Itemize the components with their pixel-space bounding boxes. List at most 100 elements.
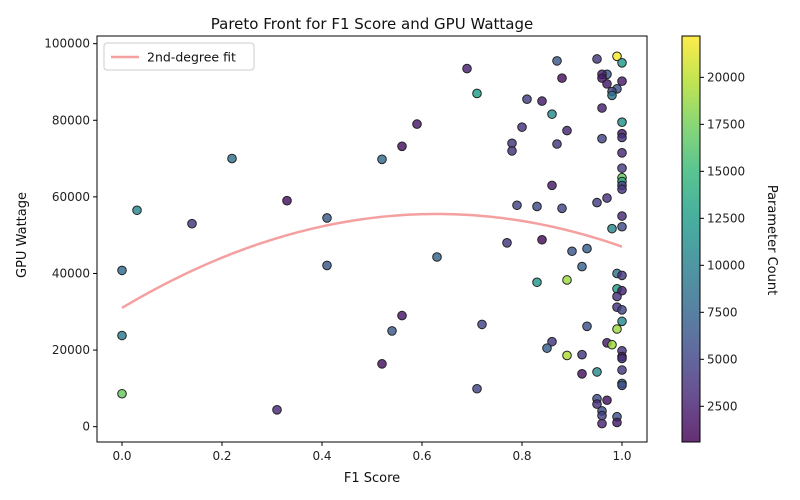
scatter-point [612,291,622,302]
colorbar-tick-label: 17500 [707,117,745,131]
y-tick-label: 60000 [52,190,90,204]
scatter-point [507,146,517,156]
legend: 2nd-degree fit [103,42,255,71]
scatter-point [377,359,387,369]
colorbar-tick-label: 2500 [707,399,738,413]
colorbar-tick-label: 10000 [707,258,745,272]
colorbar: 2500 5000 7500 10000 12500 15000 17500 20000 [681,35,745,443]
scatter-point [617,117,627,127]
scatter-point [612,51,622,62]
chart-title: Pareto Front for F1 Score and GPU Wattag… [211,15,533,33]
scatter-point [272,405,282,415]
scatter-point [547,109,557,119]
scatter-point [377,154,387,165]
scatter-point [617,163,627,173]
y-axis-label: GPU Wattage [15,192,30,278]
colorbar-gradient [681,35,701,443]
scatter-point [617,316,627,327]
scatter-point [617,270,627,281]
scatter-point [552,139,562,149]
scatter-point [582,243,592,254]
scatter-point [477,319,487,330]
scatter-point [397,141,407,152]
scatter-point [512,200,522,211]
plot-frame [96,35,648,443]
scatter-point [322,213,332,223]
colorbar-tick-label: 7500 [707,305,738,319]
scatter-point [617,353,627,364]
scatter-point [412,119,422,129]
scatter-point [602,395,612,406]
scatter-point [552,56,562,66]
scatter-point [617,380,627,391]
plot-area [96,35,648,443]
scatter-point [607,223,617,234]
scatter-point [542,343,552,353]
scatter-point [502,238,512,248]
colorbar-tick-label: 5000 [707,352,738,366]
x-axis: 0.0 0.2 0.4 0.6 0.8 1.0 [112,442,632,463]
legend-fit-label: 2nd-degree fit [147,50,236,65]
y-axis: 0 20000 40000 60000 80000 100000 [44,37,97,434]
scatter-point [557,203,567,214]
scatter-point [612,417,622,428]
x-tick-label: 0.2 [212,449,231,463]
scatter-point [432,252,442,262]
scatter-point [187,218,197,229]
scatter-point [562,350,572,361]
y-tick-label: 0 [82,420,90,434]
colorbar-tick-label: 20000 [707,70,745,84]
scatter-point [597,410,607,421]
scatter-point [617,58,627,68]
x-tick-label: 1.0 [612,449,631,463]
x-tick-label: 0.8 [512,449,531,463]
scatter-point [612,324,622,334]
scatter-point [117,265,127,276]
scatter-point [602,193,612,203]
scatter-point [532,277,542,288]
scatter-point [567,246,577,257]
scatter-point [387,326,397,336]
scatter-point [577,261,587,272]
scatter-point [547,180,557,191]
scatter-point [597,133,607,144]
scatter-point [532,201,542,212]
y-tick-label: 100000 [44,37,90,51]
scatter-point [132,205,142,216]
scatter-point [562,125,572,136]
scatter-point [322,260,332,271]
scatter-point [602,79,612,89]
y-tick-label: 80000 [52,113,90,127]
y-tick-label: 40000 [52,266,90,280]
scatter-point [577,349,587,360]
scatter-point [617,132,627,143]
fit-curve [121,212,623,310]
scatter-point [617,76,627,86]
scatter-point [537,234,547,245]
scatter-point [472,383,482,394]
scatter-point [547,336,557,347]
scatter-point [117,388,127,399]
scatter-point [597,418,607,429]
scatter-point [617,365,627,375]
colorbar-tick-label: 12500 [707,211,745,225]
x-axis-label: F1 Score [344,471,400,486]
scatter-point [397,310,407,321]
scatter-point [517,122,527,132]
scatter-point [462,63,472,74]
scatter-point [592,367,602,377]
scatter-point [117,330,127,341]
scatter-point [282,195,292,206]
scatter-point [617,221,627,232]
x-tick-label: 0.6 [412,449,431,463]
scatter-point [577,369,587,379]
x-tick-label: 0.0 [112,449,131,463]
scatter-point [557,73,567,83]
scatter-point [592,399,602,409]
colorbar-label: Parameter Count [764,185,779,295]
scatter-point [607,90,617,101]
scatter-point [472,88,482,99]
scatter-point [617,305,627,315]
scatter-point [562,275,572,285]
